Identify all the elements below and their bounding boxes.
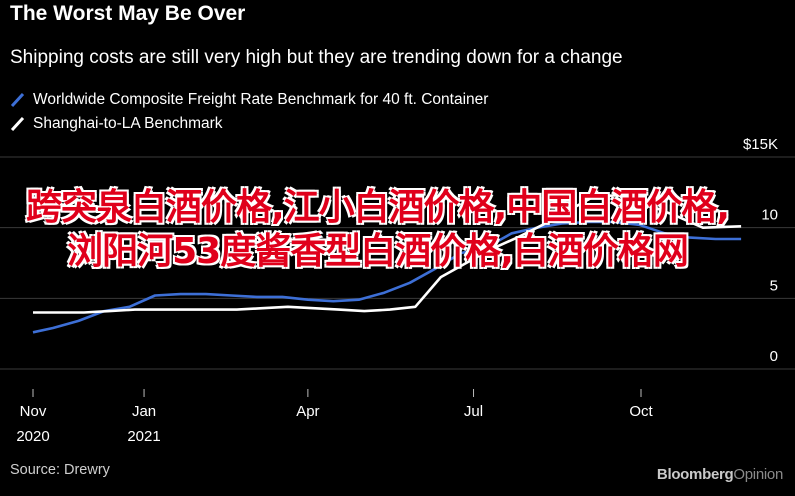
x-tick-year-label: 2021: [127, 428, 160, 445]
x-tick-label: Jan: [132, 403, 156, 420]
y-tick-label: 5: [770, 277, 778, 294]
x-tick-label: Oct: [629, 403, 653, 420]
brand-suffix: Opinion: [733, 466, 783, 483]
y-tick-label: 0: [770, 348, 778, 365]
legend-swatch-shanghai: [10, 117, 25, 131]
chart-subtitle: Shipping costs are still very high but t…: [10, 47, 623, 68]
x-tick-label: Apr: [296, 403, 319, 420]
legend-label-composite: Worldwide Composite Freight Rate Benchma…: [33, 91, 489, 108]
watermark-overlay-text: 跨突泉白酒价格,江小白酒价格,中国白酒价格,浏阳河53度酱香型白酒价格,白酒价格…: [25, 187, 730, 272]
chart-legend: Worldwide Composite Freight Rate Benchma…: [10, 88, 488, 136]
brand-logo: BloombergOpinion: [657, 466, 783, 483]
y-tick-label: $15K: [743, 136, 778, 153]
brand-name: Bloomberg: [656, 466, 734, 483]
legend-swatch-composite: [10, 93, 25, 107]
x-tick-year-label: 2020: [16, 428, 49, 445]
legend-label-shanghai: Shanghai-to-LA Benchmark: [33, 115, 223, 132]
chart-title: The Worst May Be Over: [10, 2, 246, 25]
series-line-composite: [32, 220, 742, 334]
x-tick-label: Jul: [464, 403, 483, 420]
y-tick-label: 10: [761, 207, 778, 224]
x-tick-label: Nov: [20, 403, 47, 420]
source-note: Source: Drewry: [10, 462, 110, 478]
legend-item-shanghai: Shanghai-to-LA Benchmark: [10, 112, 488, 136]
series-line-shanghai: [33, 193, 742, 314]
legend-item-composite: Worldwide Composite Freight Rate Benchma…: [10, 88, 488, 112]
